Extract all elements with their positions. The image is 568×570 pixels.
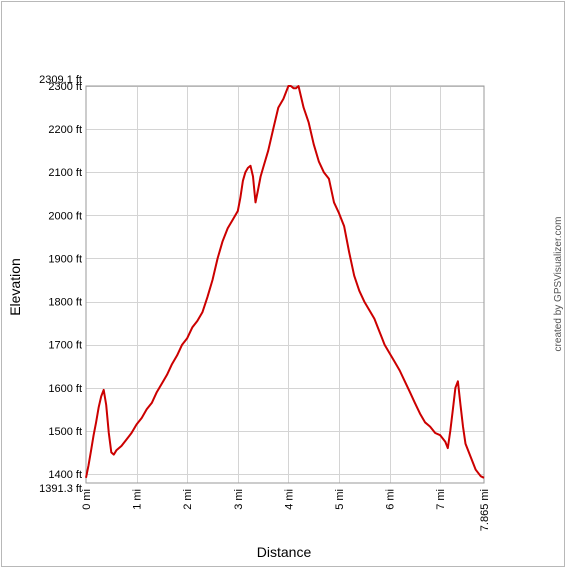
x-tick-label: 4 mi [283,489,295,510]
x-tick-label: 7 mi [435,489,447,510]
x-tick-label: 3 mi [233,489,245,510]
y-tick-label: 2309.1 ft [39,74,82,86]
x-tick-label: 7.865 mi [479,489,491,531]
x-axis-title: Distance [257,544,312,560]
y-tick-label: 1800 ft [48,297,82,309]
y-tick-label: 2100 ft [48,167,82,179]
y-tick-label: 2000 ft [48,210,82,222]
y-tick-label: 1700 ft [48,340,82,352]
elevation-series-line [85,85,485,479]
y-tick-label: 1900 ft [48,253,82,265]
x-axis-ticks: 0 mi 1 mi 2 mi 3 mi 4 mi 5 mi 6 mi 7 mi 7.865 mi [81,489,491,531]
y-tick-label: 2300 ft [48,81,82,93]
grid [86,86,484,483]
y-tick-label: 1600 ft [48,383,82,395]
y-tick-label: 2200 ft [48,124,82,136]
y-axis-title: Elevation [7,258,23,316]
credit-text: created by GPSVisualizer.com [553,217,564,352]
y-tick-label: 1391.3 ft [39,483,82,495]
x-tick-label: 1 mi [132,489,144,510]
plot-area-border [85,85,485,484]
x-tick-label: 0 mi [81,489,93,510]
x-tick-label: 2 mi [182,489,194,510]
x-tick-label: 5 mi [334,489,346,510]
y-tick-label: 1400 ft [48,469,82,481]
y-tick-label: 1500 ft [48,426,82,438]
x-tick-label: 6 mi [385,489,397,510]
